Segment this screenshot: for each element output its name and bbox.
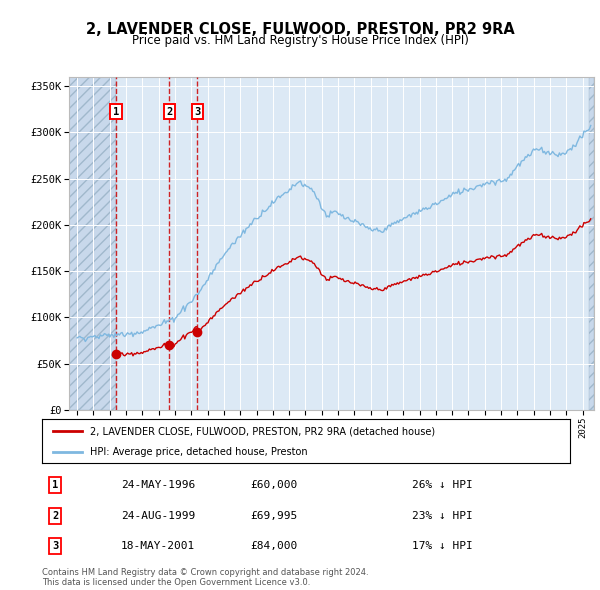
Text: 23% ↓ HPI: 23% ↓ HPI [412, 511, 472, 520]
Text: 1: 1 [113, 107, 119, 117]
Text: 2: 2 [52, 511, 58, 520]
Bar [69, 77, 116, 410]
Text: 2: 2 [166, 107, 172, 117]
Text: Contains HM Land Registry data © Crown copyright and database right 2024.
This d: Contains HM Land Registry data © Crown c… [42, 568, 368, 587]
Text: 1: 1 [52, 480, 58, 490]
Text: 2, LAVENDER CLOSE, FULWOOD, PRESTON, PR2 9RA (detached house): 2, LAVENDER CLOSE, FULWOOD, PRESTON, PR2… [89, 427, 434, 436]
Text: 3: 3 [52, 541, 58, 551]
Text: 18-MAY-2001: 18-MAY-2001 [121, 541, 196, 551]
Text: Price paid vs. HM Land Registry's House Price Index (HPI): Price paid vs. HM Land Registry's House … [131, 34, 469, 47]
Bar [69, 77, 116, 410]
Bar [589, 77, 594, 410]
Text: £84,000: £84,000 [251, 541, 298, 551]
Text: 26% ↓ HPI: 26% ↓ HPI [412, 480, 472, 490]
Text: 24-MAY-1996: 24-MAY-1996 [121, 480, 196, 490]
Text: £60,000: £60,000 [251, 480, 298, 490]
Text: HPI: Average price, detached house, Preston: HPI: Average price, detached house, Pres… [89, 447, 307, 457]
Text: 24-AUG-1999: 24-AUG-1999 [121, 511, 196, 520]
Bar [589, 77, 594, 410]
Text: 17% ↓ HPI: 17% ↓ HPI [412, 541, 472, 551]
Text: 2, LAVENDER CLOSE, FULWOOD, PRESTON, PR2 9RA: 2, LAVENDER CLOSE, FULWOOD, PRESTON, PR2… [86, 22, 514, 37]
Text: 3: 3 [194, 107, 200, 117]
Text: £69,995: £69,995 [251, 511, 298, 520]
